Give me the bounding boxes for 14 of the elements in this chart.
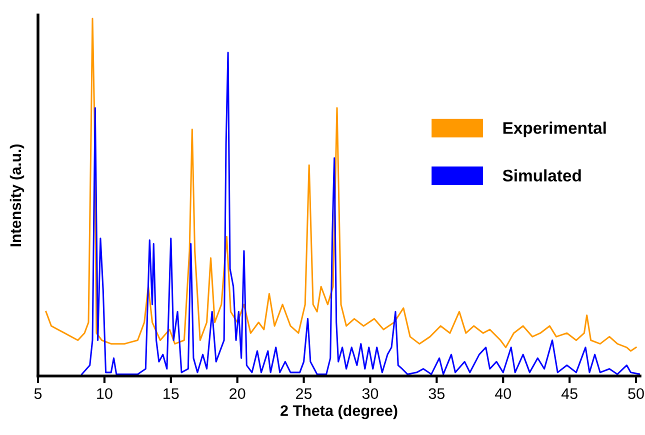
x-tick-label: 40 xyxy=(494,388,512,400)
x-tick-label: 50 xyxy=(628,388,644,400)
legend-label: Simulated xyxy=(502,169,581,182)
x-axis-title: 2 Theta (degree) xyxy=(280,404,398,420)
x-tick-label: 15 xyxy=(164,388,179,400)
legend-label: Experimental xyxy=(503,122,606,138)
x-tick-label: 25 xyxy=(296,388,312,400)
x-tick-label: 35 xyxy=(428,388,445,400)
x-tick-label: 30 xyxy=(362,388,378,400)
x-tick-label: 10 xyxy=(97,388,112,400)
x-tick-label: 5 xyxy=(34,388,42,400)
y-axis-title: Intensity (a.u.) xyxy=(10,144,24,246)
x-tick-label: 45 xyxy=(561,388,578,400)
x-tick-label: 20 xyxy=(230,388,246,400)
